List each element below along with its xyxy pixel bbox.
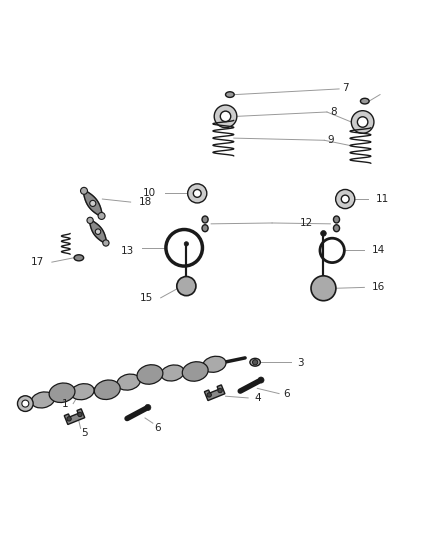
- Ellipse shape: [360, 98, 369, 104]
- Ellipse shape: [74, 255, 84, 261]
- Circle shape: [218, 389, 222, 393]
- Circle shape: [67, 417, 71, 421]
- Circle shape: [145, 405, 151, 410]
- Circle shape: [103, 240, 109, 246]
- Circle shape: [87, 217, 93, 223]
- Text: 6: 6: [154, 423, 160, 433]
- Text: 5: 5: [81, 429, 88, 439]
- Ellipse shape: [202, 216, 208, 223]
- Ellipse shape: [161, 365, 184, 381]
- Ellipse shape: [333, 216, 339, 223]
- Text: 4: 4: [254, 393, 261, 403]
- Text: 6: 6: [283, 389, 290, 399]
- Ellipse shape: [31, 392, 54, 408]
- Text: 15: 15: [140, 293, 153, 303]
- Circle shape: [253, 360, 258, 365]
- Ellipse shape: [71, 384, 94, 400]
- Circle shape: [336, 189, 355, 208]
- Circle shape: [207, 393, 212, 397]
- Text: 16: 16: [372, 282, 385, 293]
- Circle shape: [78, 413, 82, 417]
- Text: 7: 7: [342, 83, 349, 93]
- Text: 18: 18: [138, 197, 152, 207]
- Circle shape: [22, 400, 29, 407]
- Ellipse shape: [250, 358, 260, 366]
- Ellipse shape: [117, 374, 140, 390]
- Ellipse shape: [94, 380, 120, 400]
- Circle shape: [193, 189, 201, 197]
- Text: 3: 3: [297, 358, 304, 368]
- Text: 12: 12: [300, 218, 313, 228]
- Polygon shape: [89, 219, 107, 245]
- Text: 14: 14: [372, 245, 385, 255]
- Circle shape: [18, 396, 33, 411]
- Ellipse shape: [226, 92, 234, 98]
- Ellipse shape: [202, 225, 208, 232]
- Circle shape: [220, 111, 231, 122]
- Circle shape: [187, 184, 207, 203]
- Text: 13: 13: [121, 246, 134, 256]
- Circle shape: [177, 277, 196, 296]
- Circle shape: [341, 195, 349, 203]
- Ellipse shape: [333, 225, 339, 232]
- Circle shape: [357, 117, 368, 127]
- Circle shape: [90, 200, 96, 206]
- Text: 11: 11: [376, 194, 389, 204]
- Circle shape: [311, 276, 336, 301]
- Ellipse shape: [137, 365, 163, 384]
- Circle shape: [81, 188, 88, 195]
- Circle shape: [214, 105, 237, 128]
- Circle shape: [98, 213, 105, 220]
- Polygon shape: [205, 385, 225, 401]
- Circle shape: [351, 111, 374, 133]
- Ellipse shape: [182, 362, 208, 381]
- Text: 10: 10: [143, 188, 156, 198]
- Polygon shape: [83, 189, 103, 217]
- Circle shape: [95, 229, 101, 235]
- Text: 9: 9: [327, 135, 334, 146]
- Ellipse shape: [203, 356, 226, 373]
- Text: 17: 17: [31, 257, 44, 267]
- Circle shape: [184, 241, 188, 246]
- Text: 8: 8: [330, 107, 337, 117]
- Circle shape: [258, 377, 264, 383]
- Polygon shape: [64, 409, 85, 424]
- Circle shape: [321, 231, 326, 236]
- Ellipse shape: [49, 383, 75, 402]
- Text: 1: 1: [62, 399, 69, 409]
